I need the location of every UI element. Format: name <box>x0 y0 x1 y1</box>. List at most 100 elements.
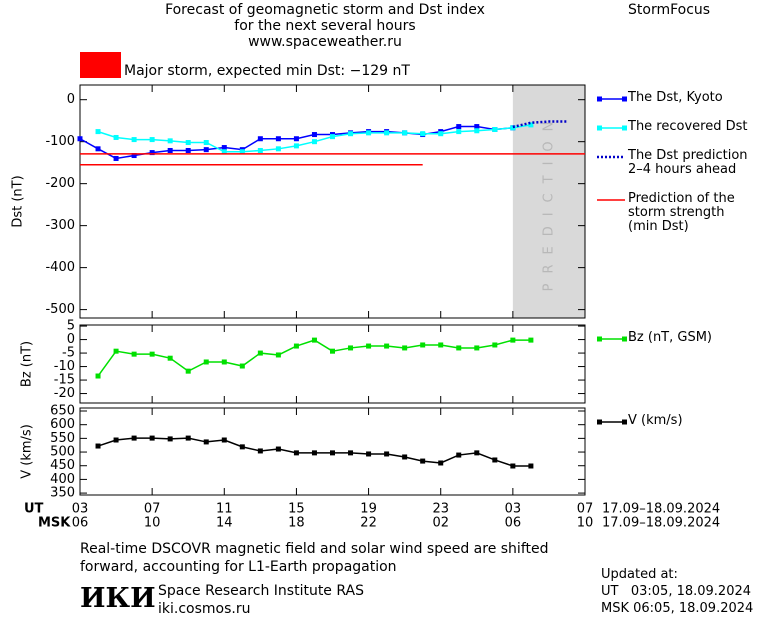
point <box>185 368 191 374</box>
y-axis-label: Dst (nT) <box>11 175 26 227</box>
point <box>402 454 408 460</box>
point <box>510 337 516 343</box>
point <box>456 124 462 130</box>
point <box>330 134 335 140</box>
x-tick-label-msk: 06 <box>72 516 89 531</box>
point <box>366 451 372 457</box>
point <box>95 146 101 152</box>
y-tick-label: 450 <box>50 458 75 473</box>
point <box>384 130 390 136</box>
plot-frame <box>79 324 586 404</box>
point <box>149 435 155 441</box>
y-axis-label: V (km/s) <box>20 424 35 479</box>
point <box>293 450 299 456</box>
point <box>528 463 534 469</box>
y-tick-label: 600 <box>50 417 75 432</box>
point <box>456 345 462 351</box>
date-range: 17.09–18.09.2024 <box>602 502 720 517</box>
ut-label: UT <box>24 502 44 517</box>
legend-entry: Bz (nT, GSM) <box>628 330 713 345</box>
point <box>275 352 281 358</box>
point <box>239 363 245 369</box>
legend-entry: The Dst prediction 2–4 hours ahead <box>628 148 748 177</box>
point <box>203 140 209 146</box>
brand: StormFocus <box>628 2 711 18</box>
point <box>528 122 534 128</box>
point <box>474 345 480 351</box>
legend-swatch <box>622 125 627 131</box>
legend-swatch <box>597 96 602 102</box>
point <box>221 145 227 151</box>
x-tick-label: 07 <box>144 502 161 517</box>
point <box>456 452 462 458</box>
point <box>95 373 101 379</box>
point <box>167 436 173 442</box>
point <box>311 139 317 145</box>
storm-label: Major storm, expected min Dst: −129 nT <box>124 63 410 79</box>
point <box>492 127 498 133</box>
y-tick-label: 0 <box>67 92 75 107</box>
point <box>330 348 335 354</box>
y-tick-label: -15 <box>54 373 75 388</box>
x-tick-label: 19 <box>360 502 377 517</box>
series-line <box>512 120 567 129</box>
point <box>113 348 119 354</box>
point <box>239 444 245 450</box>
y-tick-label: -200 <box>45 176 75 191</box>
legend-swatch <box>597 125 602 131</box>
point <box>293 343 299 349</box>
point <box>311 450 317 456</box>
x-tick-label-msk: 02 <box>432 516 449 531</box>
point <box>167 355 173 361</box>
point <box>113 437 119 443</box>
prediction-label: PREDICTION <box>541 112 556 292</box>
series-line <box>97 124 532 153</box>
point <box>510 463 516 469</box>
point <box>131 435 137 441</box>
point <box>384 451 390 457</box>
point <box>203 359 209 365</box>
point <box>149 351 155 357</box>
point <box>293 136 299 142</box>
x-tick-label-msk: 10 <box>144 516 161 531</box>
y-tick-label: -20 <box>54 386 75 401</box>
point <box>257 448 263 454</box>
point <box>221 149 227 155</box>
point <box>474 124 480 130</box>
institute: Space Research Institute RAS <box>158 583 364 599</box>
point <box>221 437 227 443</box>
point <box>185 435 191 441</box>
point <box>366 130 372 136</box>
point <box>257 147 263 153</box>
point <box>113 134 119 140</box>
legend-swatch <box>597 336 602 342</box>
updated-ut: UT 03:05, 18.09.2024 <box>601 584 752 599</box>
plot-frame <box>79 407 586 496</box>
x-tick-label-msk: 10 <box>577 516 594 531</box>
x-tick-label-msk: 18 <box>288 516 305 531</box>
point <box>167 138 173 144</box>
y-tick-label: 500 <box>50 445 75 460</box>
point <box>293 143 299 149</box>
y-tick-label: -100 <box>45 134 75 149</box>
point <box>348 450 354 456</box>
legend-entry: The Dst, Kyoto <box>628 90 723 105</box>
x-tick-label-msk: 14 <box>216 516 233 531</box>
point <box>275 136 281 142</box>
point <box>456 129 462 135</box>
y-tick-label: 650 <box>50 404 75 419</box>
updated-label: Updated at: <box>601 567 678 582</box>
point <box>131 137 137 143</box>
footer-note: Real-time DSCOVR magnetic field and sola… <box>80 541 549 575</box>
x-tick-label: 23 <box>432 502 449 517</box>
x-tick-label-msk: 22 <box>360 516 377 531</box>
point <box>221 359 227 365</box>
legend-swatch <box>597 419 602 425</box>
point <box>420 458 426 464</box>
x-tick-label: 03 <box>72 502 89 517</box>
y-tick-label: -10 <box>54 359 75 374</box>
legend-swatch <box>622 96 627 102</box>
point <box>510 125 516 131</box>
msk-label: MSK <box>38 516 71 531</box>
site: iki.cosmos.ru <box>158 601 251 617</box>
